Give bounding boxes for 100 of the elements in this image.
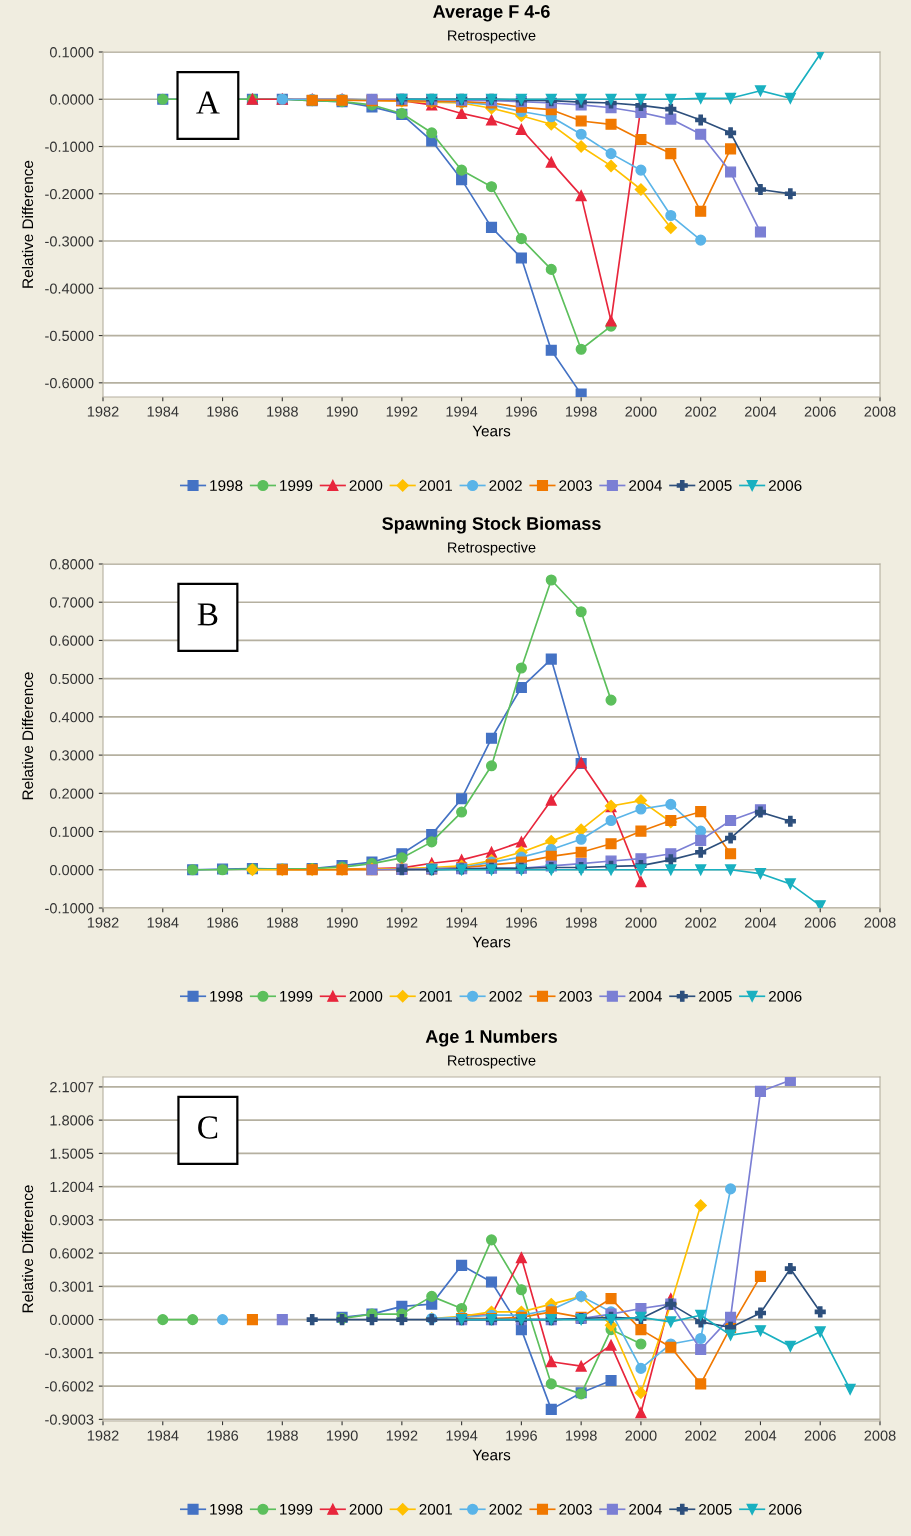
x-tick-label: 2000 bbox=[625, 406, 657, 417]
legend-label: 1999 bbox=[280, 1503, 313, 1515]
x-tick-label: 1986 bbox=[207, 917, 239, 928]
x-tick-label: 1990 bbox=[326, 1430, 358, 1441]
legend-label: 2005 bbox=[699, 990, 732, 1002]
x-axis-title: Years bbox=[472, 1449, 511, 1461]
legend-label: 2000 bbox=[349, 990, 383, 1002]
legend-label: 2002 bbox=[489, 990, 522, 1002]
x-tick-label: 1992 bbox=[386, 917, 418, 928]
legend-label: 2006 bbox=[768, 480, 802, 491]
y-tick-label: 1.5005 bbox=[50, 1148, 94, 1159]
y-tick-label: -0.3000 bbox=[45, 236, 94, 247]
legend-label: 2004 bbox=[629, 1503, 662, 1515]
x-tick-label: 1994 bbox=[446, 1430, 478, 1441]
x-tick-label: 1984 bbox=[147, 917, 179, 928]
x-tick-label: 1992 bbox=[386, 406, 418, 417]
y-tick-label: 0.7000 bbox=[49, 597, 94, 608]
y-tick-label: 0.0000 bbox=[49, 94, 94, 105]
chart-title: Average F 4-6 bbox=[433, 5, 550, 22]
legend-label: 2003 bbox=[559, 480, 592, 491]
x-tick-label: 1990 bbox=[326, 406, 358, 417]
x-tick-label: 1998 bbox=[566, 406, 597, 417]
legend-label: 2002 bbox=[489, 1503, 522, 1515]
x-tick-label: 2006 bbox=[804, 406, 836, 417]
legend-label: 2005 bbox=[699, 1503, 732, 1515]
legend-label: 2002 bbox=[489, 480, 522, 491]
y-tick-label: 0.8000 bbox=[49, 559, 94, 570]
y-tick-label: -0.2000 bbox=[45, 188, 94, 200]
annotation: A bbox=[196, 91, 220, 114]
x-tick-label: 2002 bbox=[685, 406, 717, 417]
legend-label: 1998 bbox=[210, 990, 243, 1002]
legend-label: 2003 bbox=[559, 1503, 592, 1515]
y-tick-label: 0.5000 bbox=[49, 673, 94, 685]
legend-label: 2006 bbox=[768, 990, 802, 1002]
y-axis-title: Relative Difference bbox=[21, 1185, 34, 1313]
legend-label: 1998 bbox=[210, 1503, 243, 1515]
y-tick-label: 0.4000 bbox=[49, 711, 94, 723]
legend-label: 2004 bbox=[629, 990, 662, 1002]
legend-label: 2005 bbox=[699, 480, 732, 491]
x-tick-label: 2000 bbox=[625, 1430, 657, 1441]
y-tick-label: 1.8006 bbox=[50, 1115, 94, 1126]
x-tick-label: 1994 bbox=[446, 406, 478, 417]
legend-label: 2006 bbox=[768, 1503, 802, 1515]
legend-label: 1998 bbox=[210, 480, 243, 491]
legend-label: 1999 bbox=[280, 480, 313, 491]
x-tick-label: 1994 bbox=[446, 917, 478, 928]
y-tick-label: -0.6002 bbox=[45, 1381, 94, 1392]
legend-label: 2004 bbox=[629, 480, 662, 491]
y-tick-label: 1.2004 bbox=[50, 1181, 94, 1193]
y-tick-label: 0.3001 bbox=[49, 1281, 94, 1292]
x-tick-label: 1982 bbox=[87, 917, 119, 928]
x-tick-label: 1996 bbox=[506, 1430, 537, 1441]
chart-subtitle: Retrospective bbox=[448, 29, 536, 44]
y-tick-label: 0.1000 bbox=[49, 47, 94, 58]
x-tick-label: 2000 bbox=[625, 917, 657, 928]
x-tick-label: 1984 bbox=[147, 406, 179, 417]
x-tick-label: 1992 bbox=[386, 1430, 418, 1441]
y-tick-label: -0.6000 bbox=[45, 377, 94, 389]
x-tick-label: 2002 bbox=[685, 917, 717, 928]
y-tick-label: 0.6002 bbox=[49, 1248, 94, 1259]
y-tick-label: 0.9003 bbox=[49, 1214, 94, 1226]
x-tick-label: 1988 bbox=[267, 917, 298, 928]
annotation: B bbox=[197, 603, 218, 626]
x-tick-label: 1990 bbox=[326, 917, 358, 928]
annotation: C bbox=[198, 1116, 218, 1139]
x-tick-label: 1996 bbox=[506, 406, 537, 417]
chart-title: Age 1 Numbers bbox=[425, 1029, 557, 1047]
legend-label: 2001 bbox=[419, 1503, 452, 1515]
y-tick-label: -0.4000 bbox=[45, 283, 94, 294]
y-tick-label: 2.1007 bbox=[50, 1081, 94, 1093]
y-tick-label: 0.2000 bbox=[49, 788, 94, 799]
x-tick-label: 2008 bbox=[864, 1430, 896, 1441]
legend-label: 2001 bbox=[419, 990, 452, 1002]
x-tick-label: 1982 bbox=[87, 1430, 119, 1441]
x-tick-label: 1988 bbox=[267, 1430, 298, 1441]
legend-label: 2000 bbox=[349, 1503, 383, 1515]
legend-label: 2003 bbox=[559, 990, 592, 1002]
legend-label: 1999 bbox=[280, 990, 313, 1002]
x-tick-label: 2008 bbox=[864, 917, 896, 928]
y-axis-title: Relative Difference bbox=[21, 160, 34, 288]
y-tick-label: 0.0000 bbox=[49, 1314, 94, 1326]
x-axis-title: Years bbox=[472, 936, 511, 948]
y-tick-label: 0.1000 bbox=[49, 826, 94, 837]
x-tick-label: 1986 bbox=[207, 1430, 239, 1441]
legend-label: 2000 bbox=[349, 480, 383, 491]
chart-subtitle: Retrospective bbox=[448, 541, 536, 556]
x-tick-label: 2004 bbox=[744, 917, 777, 928]
y-tick-label: -0.5000 bbox=[45, 330, 94, 341]
x-tick-label: 1986 bbox=[207, 406, 239, 417]
x-tick-label: 2006 bbox=[804, 917, 836, 928]
y-tick-label: 0.3000 bbox=[49, 750, 94, 761]
x-tick-label: 1998 bbox=[566, 917, 597, 928]
legend-label: 2001 bbox=[419, 480, 452, 491]
y-tick-label: 0.0000 bbox=[49, 864, 94, 876]
y-axis-title: Relative Difference bbox=[21, 672, 34, 800]
x-axis-title: Years bbox=[472, 425, 511, 437]
x-tick-label: 2008 bbox=[864, 406, 896, 417]
x-tick-label: 1982 bbox=[87, 406, 119, 417]
y-tick-label: -0.1000 bbox=[45, 141, 94, 152]
x-tick-label: 1998 bbox=[566, 1430, 597, 1441]
